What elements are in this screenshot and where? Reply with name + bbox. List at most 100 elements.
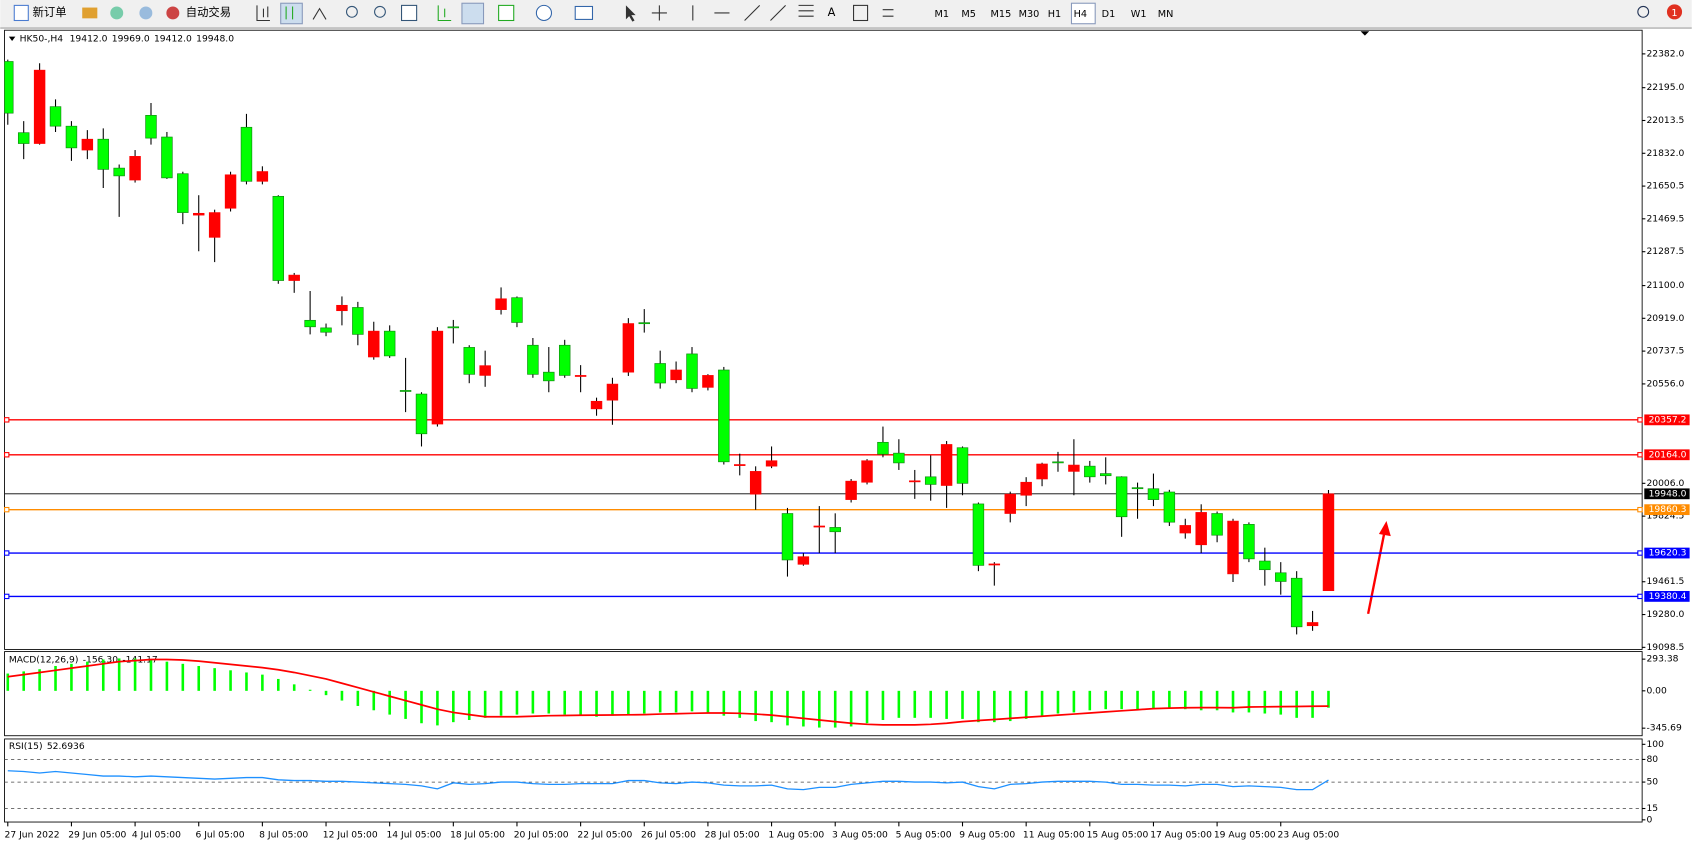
- search-icon[interactable]: [1637, 5, 1650, 18]
- candle-body: [574, 375, 587, 377]
- y-tick-label: 50: [1646, 777, 1658, 788]
- candle-body: [1306, 622, 1319, 627]
- macd-bar: [531, 690, 535, 714]
- tool-icon[interactable]: [312, 7, 327, 20]
- level-handle: [1637, 550, 1643, 556]
- new-order-icon[interactable]: [13, 4, 29, 22]
- macd-bar: [86, 661, 89, 691]
- candle-body: [1131, 487, 1144, 490]
- timeframe-button[interactable]: H4: [1074, 9, 1087, 20]
- label-tool[interactable]: [853, 4, 869, 22]
- tool-icon[interactable]: [110, 6, 124, 20]
- candle-body: [511, 297, 523, 323]
- timeframe-button[interactable]: H1: [1048, 9, 1061, 20]
- macd-bar: [786, 690, 789, 726]
- auto-trading-icon[interactable]: [166, 6, 180, 20]
- tool-icon[interactable]: [882, 9, 894, 17]
- candle-body: [813, 525, 826, 528]
- header-arrow: [8, 36, 16, 41]
- timeframe-button[interactable]: M1: [934, 9, 949, 20]
- candle-body: [17, 132, 30, 144]
- text-tool[interactable]: A: [828, 5, 836, 19]
- tool-icon[interactable]: [437, 5, 452, 22]
- tool-icon[interactable]: [256, 5, 270, 22]
- macd-bar: [1295, 690, 1298, 718]
- timeframe-button[interactable]: MN: [1158, 9, 1174, 20]
- toolbar: [0, 0, 1692, 29]
- x-tick-label: 17 Aug 05:00: [1150, 829, 1212, 840]
- annotation-arrow: [1366, 521, 1391, 615]
- arrow-head: [1378, 521, 1391, 537]
- candle-body: [145, 115, 157, 139]
- tool-icon[interactable]: [401, 4, 418, 22]
- macd-bar: [1263, 690, 1267, 714]
- rsi-panel: [4, 738, 1643, 823]
- tool-icon[interactable]: [139, 6, 153, 20]
- tool-icon[interactable]: [535, 4, 553, 22]
- macd-bar: [1215, 690, 1219, 711]
- auto-trading-button[interactable]: 自动交易: [186, 5, 231, 19]
- y-tick-label: 20006.0: [1646, 478, 1684, 489]
- macd-bar: [1008, 690, 1012, 722]
- tool-icon[interactable]: [574, 5, 594, 20]
- new-order-button[interactable]: 新订单: [33, 5, 67, 19]
- y-tick-label: 0.00: [1646, 685, 1667, 696]
- x-tick-label: 18 Jul 05:00: [450, 829, 505, 840]
- candle-body: [49, 106, 62, 127]
- macd-bar: [356, 690, 360, 706]
- macd-bar: [1311, 690, 1314, 718]
- macd-bar: [658, 690, 662, 713]
- candle-body: [224, 174, 237, 209]
- timeframe-button[interactable]: M30: [1019, 9, 1040, 20]
- macd-bar: [1040, 690, 1044, 716]
- x-tick-label: 27 Jun 2022: [5, 829, 60, 840]
- macd-bar: [38, 669, 41, 691]
- main-panel: [4, 29, 1643, 650]
- cursor-tool[interactable]: [625, 5, 636, 22]
- crosshair-tool[interactable]: [651, 5, 667, 21]
- candle-body: [924, 476, 937, 485]
- tool-icon[interactable]: [498, 4, 515, 22]
- level-price-label: 20357.2: [1649, 414, 1687, 425]
- zoom-out[interactable]: [374, 5, 386, 18]
- candle-body: [1243, 524, 1255, 560]
- candle-body: [606, 383, 619, 401]
- header-value: 19412.0: [154, 33, 192, 44]
- level-handle: [1637, 452, 1643, 458]
- macd-bar: [181, 663, 185, 691]
- tool-icon[interactable]: [82, 7, 98, 19]
- tool-icon[interactable]: [285, 6, 294, 20]
- candles: [4, 59, 1335, 635]
- y-tick-label: 21100.0: [1646, 280, 1684, 291]
- candle-body: [1068, 464, 1080, 472]
- notification-badge[interactable]: [1666, 4, 1683, 20]
- candle-body: [1275, 572, 1287, 582]
- macd-bar: [245, 672, 248, 691]
- timeframe-button[interactable]: D1: [1102, 9, 1116, 20]
- tool-icon-active[interactable]: [280, 2, 303, 25]
- drawing-tools[interactable]: [692, 4, 814, 21]
- header-value: 19412.0: [70, 33, 108, 44]
- candle-body: [97, 138, 109, 170]
- macd-bar: [165, 661, 169, 691]
- timeframe-button[interactable]: W1: [1131, 9, 1147, 20]
- candle-body: [527, 344, 539, 375]
- macd-bar: [6, 673, 10, 691]
- timeframe-button[interactable]: M15: [991, 9, 1012, 20]
- macd-bar: [754, 690, 757, 722]
- candle-body: [383, 330, 396, 357]
- y-tick-label: 22195.0: [1646, 82, 1684, 93]
- candle-body: [1163, 491, 1176, 523]
- y-tick-label: 0: [1646, 814, 1652, 825]
- candle-body: [81, 138, 94, 151]
- macd-bar: [261, 674, 264, 691]
- level-handle: [4, 417, 10, 423]
- rsi-line: [7, 770, 1329, 791]
- candle-body: [909, 480, 921, 483]
- level-price-box: [1644, 591, 1690, 602]
- zoom-in[interactable]: [345, 5, 358, 18]
- tool-icon-active[interactable]: [461, 2, 485, 25]
- timeframe-button[interactable]: M5: [961, 9, 976, 20]
- candle-body: [718, 369, 730, 463]
- candle-body: [861, 460, 873, 483]
